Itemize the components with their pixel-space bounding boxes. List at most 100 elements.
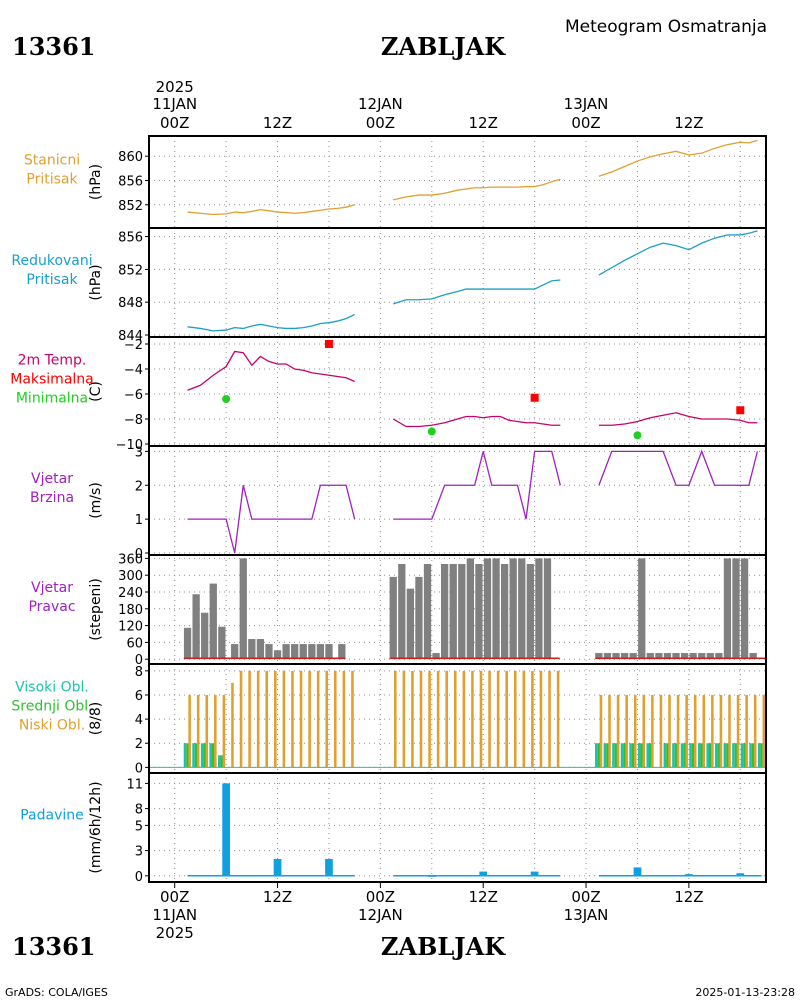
station-name-top: ZABLJAK	[381, 32, 506, 61]
wind-dir-bar	[466, 558, 474, 660]
cloud-low-bar	[196, 694, 200, 768]
cloud-mid-bar	[631, 743, 635, 768]
meteogram-title: Meteogram Osmatranja	[565, 17, 767, 37]
precip-bar	[222, 783, 230, 876]
cloud-mid-bar	[220, 755, 224, 768]
wind-dir-bar	[603, 653, 612, 660]
cloud-low-bar	[513, 670, 517, 768]
wind-dir-bar	[398, 564, 406, 660]
precip-bar	[530, 871, 539, 876]
cloud-low-bar	[711, 694, 714, 768]
cloud-high-bar	[732, 743, 735, 768]
hour-label-bottom: 00Z	[571, 888, 600, 906]
cloud-low-bar	[616, 694, 620, 768]
station-id-top: 13361	[12, 32, 96, 61]
panel-label: Srednji Obl.	[11, 699, 92, 715]
wind-dir-bar	[209, 583, 217, 660]
day-label-top: 12JAN	[358, 95, 403, 113]
cloud-low-bar	[308, 670, 311, 768]
series-line	[187, 204, 355, 216]
ytick-label: 11	[126, 777, 143, 792]
wind-dir-bar	[749, 653, 757, 660]
cloud-mid-bar	[640, 743, 644, 768]
precip-bar	[479, 871, 488, 876]
cloud-low-bar	[719, 694, 723, 768]
ytick-label: 856	[118, 174, 143, 189]
ytick-label: −8	[124, 413, 143, 428]
wind-dir-bar	[706, 653, 714, 660]
cloud-high-bar	[200, 743, 204, 768]
wind-dir-bar	[526, 564, 534, 660]
wind-dir-bar	[646, 653, 654, 660]
wind-dir-bar	[248, 639, 256, 660]
ytick-label: 5	[135, 819, 143, 834]
cloud-mid-bar	[726, 743, 729, 768]
cloud-mid-bar	[194, 743, 198, 768]
ytick-label: 852	[118, 263, 143, 278]
cloud-low-bar	[188, 694, 191, 768]
wind-dir-bar	[432, 653, 440, 660]
cloud-high-bar	[689, 743, 692, 768]
day-label-bottom: 13JAN	[564, 906, 609, 924]
year-label-bottom: 2025	[156, 924, 194, 942]
ytick-label: 8	[135, 803, 143, 818]
panel-ylabel: (hPa)	[88, 164, 104, 200]
tmin-point	[222, 395, 231, 403]
station-id-bottom: 13361	[12, 932, 96, 961]
cloud-low-bar	[633, 694, 637, 768]
wind-dir-bar	[689, 653, 697, 660]
wind-dir-bar	[740, 558, 749, 660]
ytick-label: 180	[118, 603, 143, 618]
cloud-low-bar	[274, 670, 277, 768]
ytick-label: 6	[135, 689, 143, 704]
cloud-low-bar	[531, 670, 534, 768]
panel-frame	[148, 135, 767, 229]
day-label-bottom: 12JAN	[358, 906, 403, 924]
cloud-low-bar	[702, 694, 706, 768]
wind-dir-bar	[231, 644, 239, 660]
hour-label-bottom: 00Z	[160, 888, 189, 906]
panel-ylabel: (stepeni)	[88, 578, 104, 641]
wind-dir-bar	[423, 564, 432, 660]
cloud-low-bar	[668, 694, 671, 768]
cloud-high-bar	[183, 743, 187, 768]
hour-label-top: 00Z	[160, 114, 189, 132]
cloud-low-bar	[436, 670, 440, 768]
cloud-mid-bar	[760, 743, 764, 768]
cloud-mid-bar	[203, 743, 206, 768]
panel-label: Maksimalna	[10, 372, 94, 388]
wind-dir-bar	[595, 653, 603, 660]
wind-dir-bar	[325, 644, 333, 660]
panel-label: 2m Temp.	[18, 353, 87, 369]
ytick-label: 856	[118, 231, 143, 246]
day-label-top: 11JAN	[152, 95, 197, 113]
cloud-low-bar	[762, 694, 766, 768]
cloud-low-bar	[556, 670, 560, 768]
ytick-label: 852	[118, 199, 143, 214]
cloud-mid-bar	[614, 743, 618, 768]
cloud-mid-bar	[734, 743, 738, 768]
wind-dir-bar	[663, 653, 672, 660]
cloud-mid-bar	[683, 743, 686, 768]
cloud-mid-bar	[211, 743, 215, 768]
cloud-high-bar	[749, 743, 752, 768]
cloud-low-bar	[488, 670, 491, 768]
cloud-high-bar	[603, 743, 607, 768]
panel-label: Brzina	[30, 490, 74, 506]
cloud-high-bar	[757, 743, 761, 768]
wind-dir-bar	[535, 558, 543, 660]
hour-label-bottom: 12Z	[674, 888, 703, 906]
wind-dir-bar	[218, 626, 226, 660]
cloud-low-bar	[419, 670, 423, 768]
tmax-point	[324, 340, 333, 348]
cloud-low-bar	[453, 670, 457, 768]
wind-dir-bar	[629, 653, 637, 660]
cloud-high-bar	[612, 743, 615, 768]
cloud-low-bar	[522, 670, 526, 768]
series-line	[392, 415, 561, 428]
wind-dir-bar	[389, 576, 397, 660]
wind-dir-bar	[239, 558, 247, 660]
panel-label: Stanicni	[24, 153, 80, 169]
